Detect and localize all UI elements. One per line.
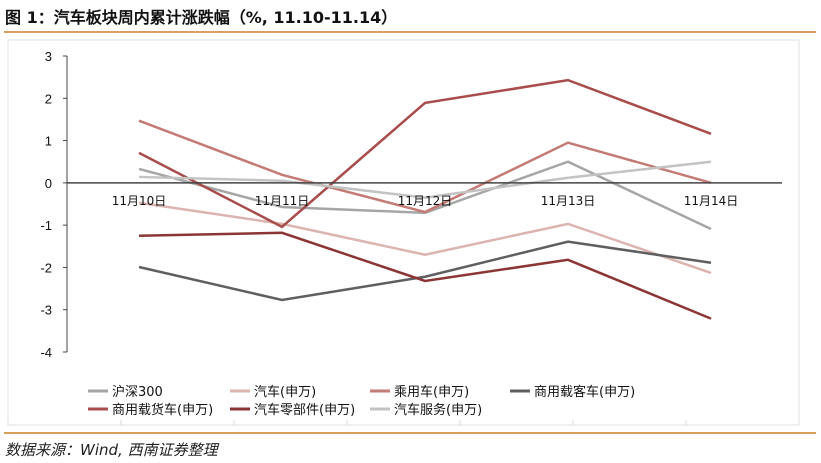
legend-label: 沪深300 — [112, 384, 163, 400]
y-tick-label: 2 — [45, 91, 52, 106]
legend-label: 商用载客车(申万) — [534, 384, 635, 400]
legend-label: 乘用车(申万) — [394, 384, 469, 400]
chart-title: 图 1：汽车板块周内累计涨跌幅（%, 11.10-11.14） — [5, 8, 398, 27]
y-tick-label: -2 — [40, 260, 52, 275]
series-line — [138, 160, 712, 199]
x-tick-label: 11月11日 — [255, 194, 310, 208]
bottom-divider — [4, 432, 816, 434]
legend-label: 商用载货车(申万) — [112, 402, 213, 418]
y-tick-label: 1 — [45, 134, 52, 149]
top-divider — [4, 31, 816, 33]
x-tick-label: 11月12日 — [398, 194, 453, 208]
y-tick-label: 3 — [45, 49, 52, 64]
y-tick-label: 0 — [45, 176, 52, 191]
x-tick-label: 11月10日 — [112, 194, 167, 208]
legend-label: 汽车(申万) — [254, 384, 316, 400]
series-line — [138, 119, 712, 214]
series-line — [138, 231, 712, 320]
x-tick-label: 11月13日 — [541, 194, 596, 208]
y-tick-label: -1 — [40, 218, 52, 233]
series-line — [138, 240, 712, 302]
chart-frame — [7, 39, 800, 426]
x-tick-label: 11月14日 — [684, 194, 739, 208]
y-tick-label: -4 — [40, 345, 52, 360]
legend-label: 汽车服务(申万) — [394, 402, 482, 418]
source-note: 数据来源：Wind, 西南证券整理 — [5, 441, 218, 459]
series-line — [138, 78, 712, 229]
series-line — [138, 201, 712, 275]
y-tick-label: -3 — [40, 303, 52, 318]
legend-label: 汽车零部件(申万) — [254, 402, 355, 418]
